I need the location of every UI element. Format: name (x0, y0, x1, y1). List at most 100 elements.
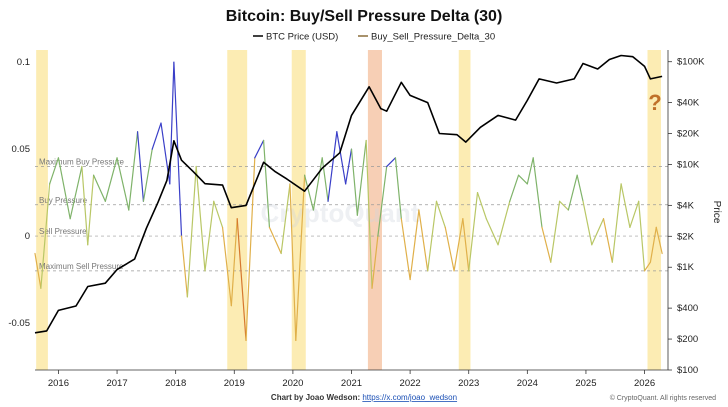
delta-segment (638, 200, 646, 272)
delta-segment (69, 165, 83, 220)
delta-segment (204, 200, 215, 272)
x-tick-8: 2023 (458, 378, 479, 389)
delta-segment (602, 218, 613, 263)
delta-segment (620, 183, 631, 228)
legend: BTC Price (USD) Buy_Sell_Pressure_Delta_3… (253, 32, 495, 43)
delta-segment (262, 139, 271, 228)
credit-link[interactable]: https://x.com/joao_wedson (362, 393, 457, 402)
delta-segment (558, 200, 569, 211)
delta-segment (435, 200, 446, 228)
reference-label-2: Buy Pressure (39, 196, 88, 205)
legend-label-2: Buy_Sell_Pressure_Delta_30 (371, 32, 495, 43)
delta-segment (81, 165, 89, 246)
legend-label-1: BTC Price (USD) (266, 32, 338, 43)
reference-label-4: Maximum Sell Pressure (39, 262, 124, 271)
x-tick-4: 2019 (224, 378, 245, 389)
delta-segment (444, 226, 455, 272)
y-right-title: Price (711, 201, 722, 224)
delta-segment (453, 218, 464, 272)
x-tick-11: 2026 (634, 378, 655, 389)
delta-segment (611, 183, 622, 263)
delta-segment (462, 218, 470, 272)
y-left-tick-3: 0 (25, 231, 30, 242)
highlight-band-6 (647, 50, 661, 370)
y-right-tick-6: $2K (677, 231, 695, 242)
delta-segment (591, 218, 605, 246)
highlight-band-3 (291, 50, 306, 370)
delta-segment (550, 200, 561, 263)
delta-segment (386, 157, 397, 168)
delta-segment (356, 139, 367, 216)
delta-segment (643, 261, 652, 272)
x-tick-3: 2018 (165, 378, 186, 389)
delta-segment (427, 200, 438, 272)
pressure-delta-series (34, 61, 663, 342)
delta-segment (509, 174, 520, 202)
delta-segment (40, 183, 51, 289)
delta-segment (230, 218, 238, 307)
y-right-tick-1: $100K (677, 57, 705, 68)
y-right-tick-7: $1K (677, 262, 695, 273)
delta-segment (409, 209, 420, 281)
delta-segment (186, 165, 197, 298)
delta-segment (394, 157, 402, 220)
highlight-band-5 (458, 50, 471, 370)
delta-segment (567, 174, 578, 211)
delta-segment (136, 131, 145, 202)
delta-segment (213, 200, 224, 228)
delta-segment (526, 157, 534, 185)
y-right-tick-3: $20K (677, 129, 700, 140)
delta-segment (180, 235, 188, 298)
question-annotation: ? (648, 90, 661, 115)
delta-segment (236, 218, 247, 342)
delta-segment (345, 148, 353, 185)
delta-segment (371, 235, 379, 289)
delta-segment (195, 165, 206, 272)
delta-segment (221, 226, 232, 307)
x-tick-10: 2025 (575, 378, 596, 389)
delta-segment (497, 200, 511, 246)
delta-segment (576, 174, 584, 202)
chart-credit: Chart by Joao Wedson: https://x.com/joao… (271, 393, 457, 402)
btc-price-line (34, 54, 663, 334)
reference-label-1: Maximum Buy Pressure (39, 158, 124, 167)
x-tick-7: 2022 (400, 378, 421, 389)
reference-lines: Maximum Buy Pressure Buy Pressure Sell Pre… (35, 158, 668, 272)
delta-segment (87, 174, 95, 246)
delta-segment (365, 139, 373, 289)
delta-segment (350, 148, 358, 216)
delta-segment (151, 122, 162, 150)
chart-title: Bitcoin: Buy/Sell Pressure Delta (30) (226, 8, 503, 25)
y-right-tick-9: $200 (677, 334, 698, 345)
delta-segment (541, 226, 552, 263)
delta-segment (49, 157, 60, 185)
y-right-tick-5: $4K (677, 200, 695, 211)
delta-segment (532, 157, 543, 228)
delta-segment (312, 157, 323, 211)
reference-label-3: Sell Pressure (39, 227, 87, 236)
delta-segment (93, 174, 106, 202)
x-tick-2: 2017 (106, 378, 127, 389)
delta-segment (327, 131, 338, 202)
delta-segment (468, 192, 479, 272)
delta-segment (649, 226, 657, 263)
highlight-bands (36, 50, 661, 370)
y-right-tick-4: $10K (677, 159, 700, 170)
delta-segment (169, 61, 175, 185)
x-tick-5: 2020 (282, 378, 303, 389)
delta-segment (304, 174, 315, 211)
delta-segment (336, 131, 347, 185)
highlight-band-4 (367, 50, 382, 370)
delta-segment (321, 157, 329, 202)
y-right-tick-2: $40K (677, 98, 700, 109)
delta-segment (418, 209, 429, 272)
credit-prefix: Chart by Joao Wedson: (271, 393, 362, 402)
delta-segment (104, 157, 118, 202)
delta-segment (254, 139, 265, 159)
delta-segment (116, 157, 130, 211)
delta-segment (57, 157, 71, 220)
copyright-notice: © CryptoQuant. All rights reserved (610, 394, 716, 402)
y-left-tick-1: 0.1 (17, 57, 30, 68)
y-right-tick-8: $400 (677, 303, 698, 314)
